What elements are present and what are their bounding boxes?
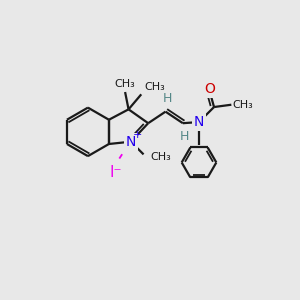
- Text: CH₃: CH₃: [232, 100, 253, 110]
- Text: N: N: [194, 115, 204, 129]
- Text: H: H: [179, 130, 189, 143]
- Text: N: N: [126, 135, 136, 149]
- Text: O: O: [204, 82, 215, 96]
- Text: CH₃: CH₃: [150, 152, 171, 162]
- Text: CH₃: CH₃: [115, 79, 136, 89]
- Text: +: +: [133, 130, 142, 140]
- Text: H: H: [163, 92, 172, 105]
- Text: CH₃: CH₃: [144, 82, 165, 92]
- Text: I⁻: I⁻: [110, 165, 122, 180]
